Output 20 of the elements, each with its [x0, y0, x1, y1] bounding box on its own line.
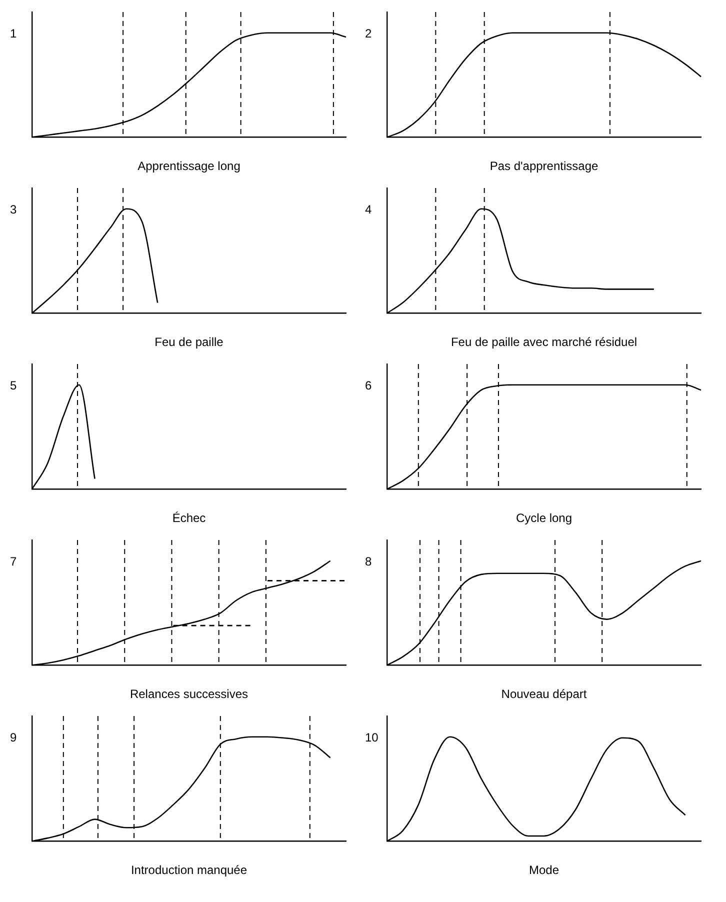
x-axis-title: Mode [528, 863, 560, 878]
chart-title: 7 [10, 554, 17, 568]
chart-title: 5 [10, 378, 17, 392]
chart-title: 3 [10, 202, 17, 216]
x-axis-title: Échec [172, 511, 206, 526]
chart-title: 4 [365, 202, 372, 216]
x-axis-title: Pas d'apprentissage [490, 159, 598, 174]
x-axis-title: Cycle long [516, 511, 572, 526]
chart-title: 8 [365, 554, 372, 568]
chart-title: 10 [365, 730, 379, 744]
x-axis-title: Nouveau départ [501, 687, 588, 702]
chart-title: 6 [365, 378, 372, 392]
x-axis-title: Apprentissage long [138, 159, 240, 174]
x-axis-title: Relances successives [130, 687, 248, 702]
x-axis-title: Feu de paille [154, 335, 224, 350]
x-axis-title: Introduction manquée [130, 863, 248, 878]
chart-title: 1 [10, 26, 17, 40]
chart-title: 9 [10, 730, 17, 744]
x-axis-title: Feu de paille avec marché résiduel [450, 335, 638, 350]
chart-title: 2 [365, 26, 372, 40]
